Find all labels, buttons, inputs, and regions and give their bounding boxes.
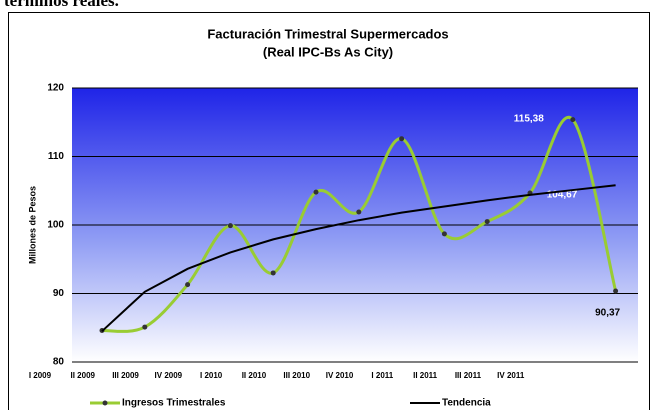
data-point <box>270 270 276 276</box>
chart-subtitle: (Real IPC-Bs As City) <box>263 44 393 59</box>
x-tick-label: I 2011 <box>371 371 393 380</box>
data-point <box>142 324 148 330</box>
y-tick-label: 110 <box>48 151 65 162</box>
data-point <box>227 223 233 229</box>
x-tick-label: IV 2011 <box>497 371 525 380</box>
x-tick-label: III 2010 <box>283 371 310 380</box>
x-tick-label: II 2009 <box>71 371 96 380</box>
x-tick-label: III 2011 <box>455 371 482 380</box>
x-tick-label: I 2009 <box>29 371 52 380</box>
data-point <box>441 231 447 237</box>
y-tick-label: 100 <box>47 220 64 231</box>
data-point <box>399 136 405 142</box>
series-line <box>101 115 618 333</box>
y-tick-label: 80 <box>53 357 65 368</box>
series-line <box>101 184 616 332</box>
x-tick-label: II 2010 <box>242 371 267 380</box>
legend-label: Tendencia <box>442 398 491 409</box>
y-axis-label: Millones de Pesos <box>27 186 37 264</box>
x-tick-label: II 2011 <box>413 371 438 380</box>
value-label: 104,67 <box>547 190 578 201</box>
data-point <box>356 209 362 215</box>
x-tick-label: IV 2010 <box>326 371 354 380</box>
chart-title: Facturación Trimestral Supermercados <box>207 26 448 41</box>
x-tick-label: I 2010 <box>200 371 223 380</box>
data-point <box>313 189 319 195</box>
x-tick-label: III 2009 <box>112 371 139 380</box>
data-point <box>484 219 490 225</box>
y-tick-label: 120 <box>47 83 64 94</box>
page-text: términos reales. <box>4 0 119 10</box>
data-point <box>185 282 191 288</box>
x-tick-label: IV 2009 <box>155 371 183 380</box>
data-point <box>570 117 576 123</box>
legend-label: Ingresos Trimestrales <box>122 398 226 409</box>
y-tick-label: 90 <box>53 288 65 299</box>
data-point <box>613 288 619 294</box>
value-label: 115,38 <box>514 113 544 124</box>
legend-marker <box>102 400 108 406</box>
value-label: 90,37 <box>595 308 620 319</box>
